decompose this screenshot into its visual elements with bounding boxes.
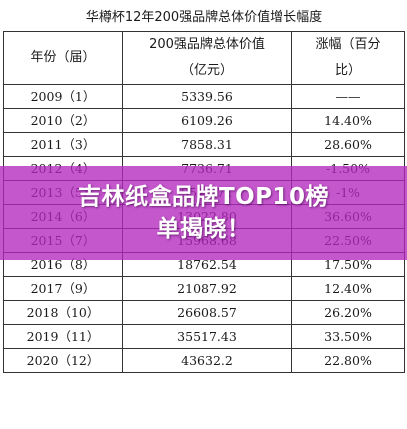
header-value-line1: 200强品牌总体价值 bbox=[149, 37, 265, 52]
cell-year: 2011（3） bbox=[3, 132, 123, 157]
cell-year: 2020（12） bbox=[3, 348, 123, 373]
promo-banner-line1: 吉林纸盒品牌TOP10榜 bbox=[77, 184, 330, 210]
header-value: 200强品牌总体价值 （亿元） bbox=[122, 31, 292, 85]
cell-value: 35517.43 bbox=[122, 324, 292, 349]
table-title: 华樽杯12年200强品牌总体价值增长幅度 bbox=[3, 3, 405, 32]
cell-growth: 28.60% bbox=[290, 132, 406, 157]
table-row: 2010（2） 6109.26 14.40% bbox=[3, 108, 406, 133]
cell-value: 43632.2 bbox=[122, 348, 292, 373]
cell-year: 2019（11） bbox=[3, 324, 123, 349]
cell-growth: 12.40% bbox=[290, 276, 406, 301]
cell-value: 26608.57 bbox=[122, 300, 292, 325]
table-row: 2018（10） 26608.57 26.20% bbox=[3, 300, 406, 325]
header-value-line2: （亿元） bbox=[180, 63, 233, 78]
cell-value: 5339.56 bbox=[122, 84, 292, 109]
cell-year: 2010（2） bbox=[3, 108, 123, 133]
promo-banner-line2: 单揭晓！ bbox=[156, 216, 251, 242]
cell-growth: 33.50% bbox=[290, 324, 406, 349]
cell-year: 2009（1） bbox=[3, 84, 123, 109]
table-row: 2009（1） 5339.56 —— bbox=[3, 84, 406, 109]
cell-growth: 26.20% bbox=[290, 300, 406, 325]
table-header-row: 年份（届） 200强品牌总体价值 （亿元） 涨幅（百分 比） bbox=[3, 31, 406, 85]
cell-year: 2018（10） bbox=[3, 300, 123, 325]
table-title-row: 华樽杯12年200强品牌总体价值增长幅度 bbox=[3, 3, 405, 32]
cell-growth: 14.40% bbox=[290, 108, 406, 133]
table-row: 2020（12） 43632.2 22.80% bbox=[3, 348, 406, 373]
cell-value: 7858.31 bbox=[122, 132, 292, 157]
cell-growth: —— bbox=[290, 84, 406, 109]
cell-growth: 22.80% bbox=[290, 348, 406, 373]
cell-value: 6109.26 bbox=[122, 108, 292, 133]
header-growth-line1: 涨幅（百分 bbox=[315, 37, 381, 52]
table-row: 2017（9） 21087.92 12.40% bbox=[3, 276, 406, 301]
cell-value: 21087.92 bbox=[122, 276, 292, 301]
table-row: 2019（11） 35517.43 33.50% bbox=[3, 324, 406, 349]
table-row: 2011（3） 7858.31 28.60% bbox=[3, 132, 406, 157]
header-year: 年份（届） bbox=[3, 31, 123, 85]
header-growth: 涨幅（百分 比） bbox=[290, 31, 406, 85]
header-growth-line2: 比） bbox=[335, 63, 362, 78]
promo-banner: 吉林纸盒品牌TOP10榜 单揭晓！ bbox=[0, 166, 407, 260]
cell-year: 2017（9） bbox=[3, 276, 123, 301]
